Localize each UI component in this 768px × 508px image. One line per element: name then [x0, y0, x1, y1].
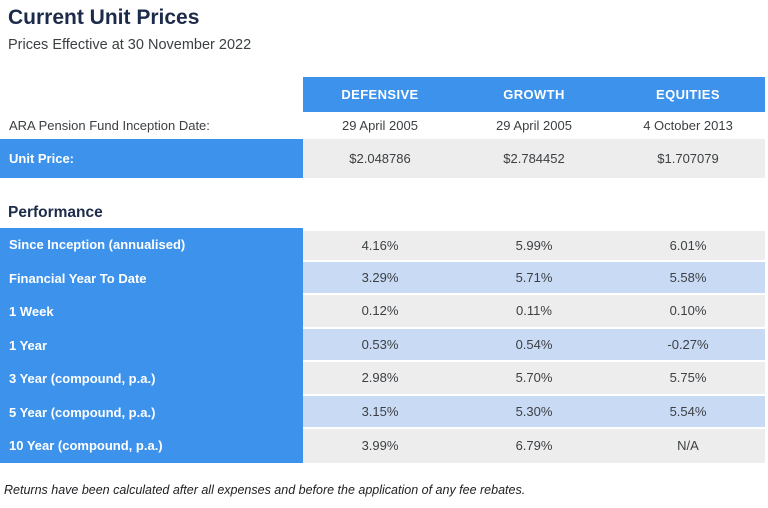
performance-row: 3 Year (compound, p.a.) 2.98% 5.70% 5.75… — [0, 362, 765, 396]
inception-date-row: ARA Pension Fund Inception Date: 29 Apri… — [0, 112, 765, 139]
unit-price-defensive: $2.048786 — [303, 139, 457, 178]
performance-row: Since Inception (annualised) 4.16% 5.99%… — [0, 228, 765, 262]
performance-value-defensive: 3.15% — [303, 395, 457, 429]
performance-value-growth: 0.11% — [457, 295, 611, 329]
unit-price-label: Unit Price: — [0, 139, 303, 178]
performance-row-label: Financial Year To Date — [0, 261, 303, 295]
performance-value-equities: N/A — [611, 429, 765, 463]
column-header-equities: EQUITIES — [611, 77, 765, 112]
performance-row-label: 1 Week — [0, 295, 303, 329]
inception-date-equities: 4 October 2013 — [643, 118, 733, 133]
column-header-growth: GROWTH — [457, 77, 611, 112]
performance-row: 5 Year (compound, p.a.) 3.15% 5.30% 5.54… — [0, 395, 765, 429]
performance-heading: Performance — [8, 204, 103, 221]
page: Current Unit Prices Prices Effective at … — [0, 6, 768, 508]
performance-value-growth: 5.99% — [457, 228, 611, 262]
performance-row-label: Since Inception (annualised) — [0, 228, 303, 262]
unit-prices-table: DEFENSIVE GROWTH EQUITIES ARA Pension Fu… — [0, 77, 765, 178]
page-title: Current Unit Prices — [8, 6, 200, 29]
column-header-defensive: DEFENSIVE — [303, 77, 457, 112]
performance-table: Since Inception (annualised) 4.16% 5.99%… — [0, 228, 765, 463]
performance-value-equities: -0.27% — [611, 328, 765, 362]
performance-value-defensive: 3.29% — [303, 261, 457, 295]
performance-row: 1 Year 0.53% 0.54% -0.27% — [0, 328, 765, 362]
unit-price-row: Unit Price: $2.048786 $2.784452 $1.70707… — [0, 139, 765, 178]
performance-value-growth: 5.30% — [457, 395, 611, 429]
performance-row-label: 1 Year — [0, 328, 303, 362]
performance-row-label: 10 Year (compound, p.a.) — [0, 429, 303, 463]
performance-value-equities: 5.58% — [611, 261, 765, 295]
page-subtitle: Prices Effective at 30 November 2022 — [8, 37, 252, 53]
performance-value-equities: 6.01% — [611, 228, 765, 262]
performance-value-defensive: 0.53% — [303, 328, 457, 362]
table-header-row: DEFENSIVE GROWTH EQUITIES — [0, 77, 765, 112]
inception-date-label: ARA Pension Fund Inception Date: — [9, 118, 210, 133]
header-spacer — [0, 77, 303, 112]
performance-value-growth: 6.79% — [457, 429, 611, 463]
footnote: Returns have been calculated after all e… — [4, 482, 526, 497]
performance-value-growth: 5.71% — [457, 261, 611, 295]
performance-row: 1 Week 0.12% 0.11% 0.10% — [0, 295, 765, 329]
performance-value-growth: 5.70% — [457, 362, 611, 396]
performance-value-equities: 5.54% — [611, 395, 765, 429]
performance-row: 10 Year (compound, p.a.) 3.99% 6.79% N/A — [0, 429, 765, 463]
inception-date-growth: 29 April 2005 — [496, 118, 572, 133]
performance-value-defensive: 0.12% — [303, 295, 457, 329]
performance-row-label: 5 Year (compound, p.a.) — [0, 395, 303, 429]
performance-row-label: 3 Year (compound, p.a.) — [0, 362, 303, 396]
inception-date-defensive: 29 April 2005 — [342, 118, 418, 133]
performance-value-equities: 0.10% — [611, 295, 765, 329]
performance-value-defensive: 3.99% — [303, 429, 457, 463]
performance-value-equities: 5.75% — [611, 362, 765, 396]
performance-row: Financial Year To Date 3.29% 5.71% 5.58% — [0, 261, 765, 295]
performance-value-growth: 0.54% — [457, 328, 611, 362]
unit-price-equities: $1.707079 — [611, 139, 765, 178]
unit-price-growth: $2.784452 — [457, 139, 611, 178]
performance-value-defensive: 2.98% — [303, 362, 457, 396]
performance-value-defensive: 4.16% — [303, 228, 457, 262]
